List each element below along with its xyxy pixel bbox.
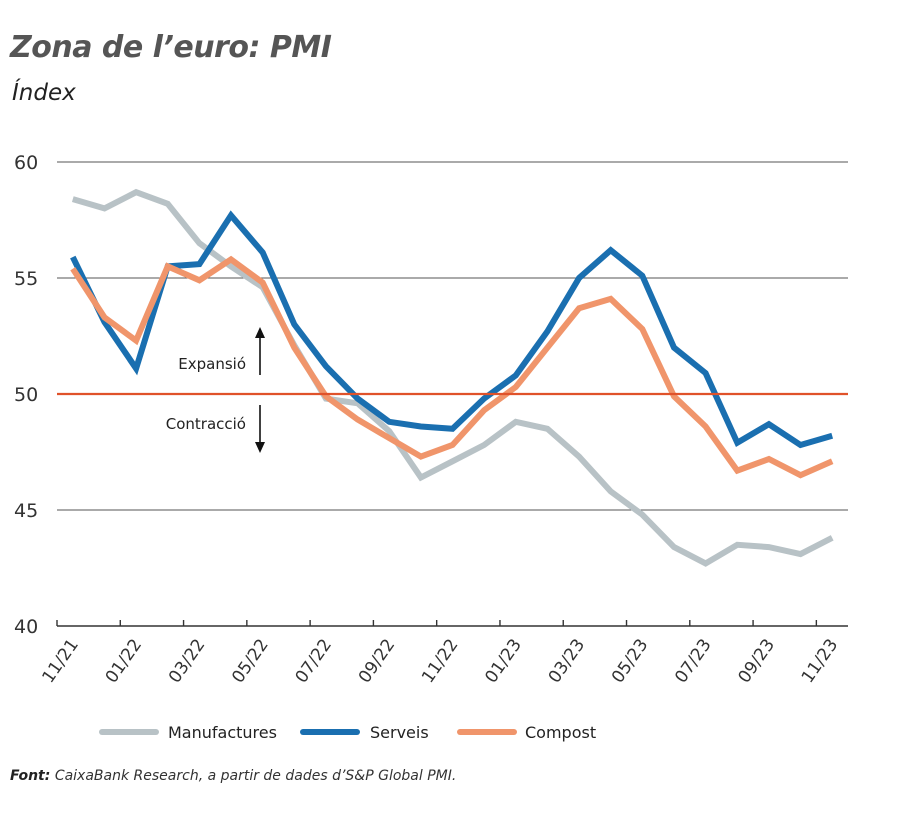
legend-label: Compost bbox=[525, 723, 596, 742]
series-line-serveis bbox=[70, 210, 834, 449]
y-tick-label: 40 bbox=[14, 616, 38, 638]
x-tick-label: 03/23 bbox=[545, 635, 589, 687]
chart-subtitle: Índex bbox=[12, 80, 76, 106]
y-tick-label: 60 bbox=[14, 152, 38, 174]
arrow-up-icon bbox=[255, 327, 265, 375]
series-line-manufactures bbox=[71, 188, 834, 567]
legend-label: Serveis bbox=[370, 723, 429, 742]
chart-title: Zona de l’euro: PMI bbox=[10, 30, 332, 65]
legend-item-serveis: Serveis bbox=[300, 723, 429, 742]
legend-item-manufactures: Manufactures bbox=[99, 723, 277, 742]
legend-item-compost: Compost bbox=[457, 723, 596, 742]
x-tick-label: 07/23 bbox=[671, 635, 715, 687]
annotation-expansion: Expansió bbox=[178, 355, 246, 373]
y-tick-label: 45 bbox=[14, 500, 38, 522]
annotations: Expansió Contracció bbox=[166, 327, 265, 453]
x-tick-label: 09/23 bbox=[735, 635, 779, 687]
x-tick-label: 05/23 bbox=[608, 635, 652, 687]
x-tick-label: 03/22 bbox=[165, 635, 209, 687]
source-text: CaixaBank Research, a partir de dades d’… bbox=[54, 768, 457, 784]
legend-label: Manufactures bbox=[168, 723, 277, 742]
series-lines bbox=[70, 188, 834, 567]
x-tick-label: 09/22 bbox=[355, 635, 399, 687]
x-tick-label: 01/23 bbox=[481, 635, 525, 687]
y-axis-ticks: 40 45 50 55 60 bbox=[14, 152, 38, 638]
annotation-contraction: Contracció bbox=[166, 415, 246, 433]
x-tick-label: 01/22 bbox=[102, 635, 146, 687]
x-tick-label: 11/23 bbox=[798, 635, 842, 687]
arrow-down-icon bbox=[255, 405, 265, 453]
source-label: Font: bbox=[10, 768, 51, 784]
y-tick-label: 55 bbox=[14, 268, 38, 290]
x-tick-label: 05/22 bbox=[228, 635, 272, 687]
x-tick-label: 11/22 bbox=[418, 635, 462, 687]
x-axis-ticks: 11/21 01/22 03/22 05/22 07/22 09/22 11/22 01/23… bbox=[38, 620, 842, 687]
legend: Manufactures Serveis Compost bbox=[99, 723, 596, 742]
x-tick-label: 11/21 bbox=[38, 635, 82, 687]
source-note: Font: CaixaBank Research, a partir de da… bbox=[10, 768, 456, 784]
x-tick-label: 07/22 bbox=[292, 635, 336, 687]
y-tick-label: 50 bbox=[14, 384, 38, 406]
